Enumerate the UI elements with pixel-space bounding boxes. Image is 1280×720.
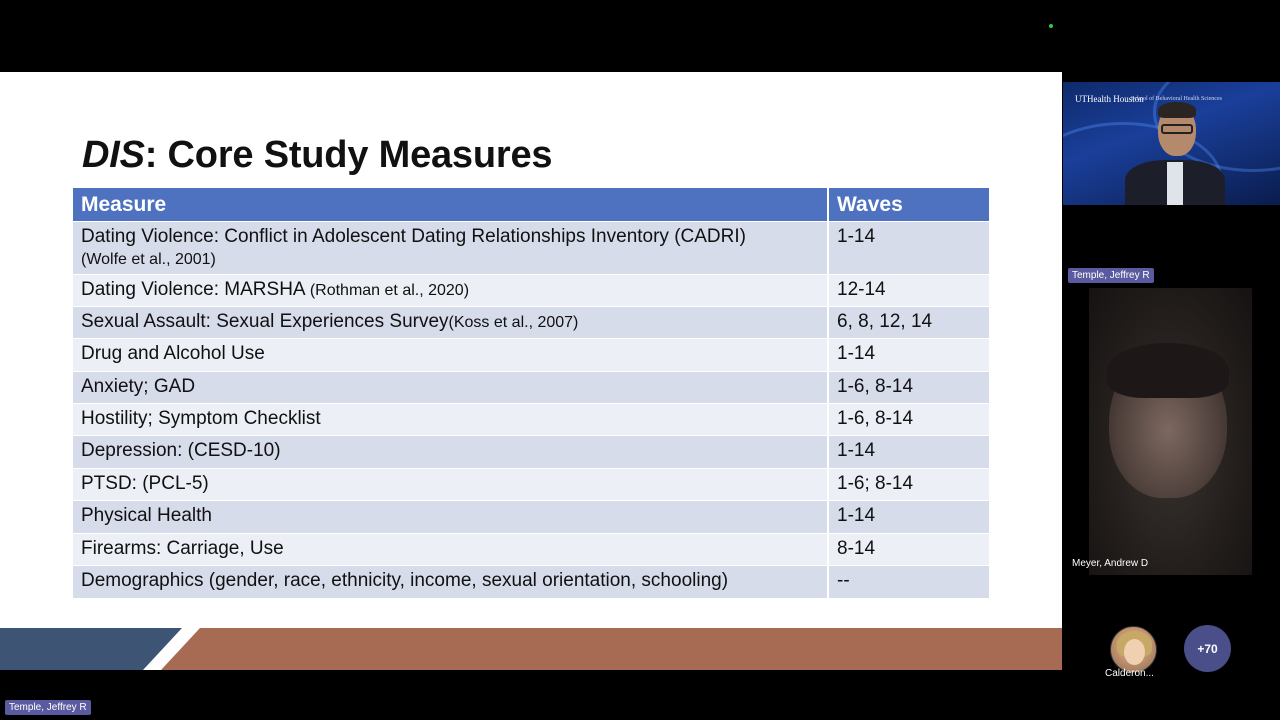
table-row: Sexual Assault: Sexual Experiences Surve… [73,305,989,339]
temple-name-tag: Temple, Jeffrey R [1068,268,1154,283]
header-waves: Waves [828,188,989,221]
cell-waves: 1-6, 8-14 [828,403,989,436]
cell-measure: Firearms: Carriage, Use [73,532,829,566]
measure-text: Dating Violence: MARSHA [81,278,310,300]
cell-measure: Physical Health [73,500,829,534]
table-row: Firearms: Carriage, Use 8-14 [73,532,989,566]
slide-title: DIS: Core Study Measures [82,134,553,177]
table-row: Drug and Alcohol Use 1-14 [73,338,989,372]
measure-text: Sexual Assault: Sexual Experiences Surve… [81,310,449,332]
calderon-name-label: Calderon... [1105,668,1154,679]
cell-waves: 1-6; 8-14 [828,467,989,501]
cell-waves: 1-14 [828,500,989,534]
measure-text: Hostility; Symptom Checklist [81,408,321,430]
measure-citation: (Rothman et al., 2020) [309,281,470,299]
measure-text: Anxiety; GAD [81,375,196,397]
measure-text: Dating Violence: Conflict in Adolescent … [81,225,746,247]
cell-waves: 1-14 [828,435,989,469]
avatar-face [1124,639,1145,665]
table-row: Physical Health 1-14 [73,500,989,534]
measure-citation: (Koss et al., 2007) [448,313,579,331]
measure-text: Depression: (CESD-10) [81,440,281,462]
measure-text: PTSD: (PCL-5) [81,472,209,494]
measure-text: Demographics (gender, race, ethnicity, i… [81,570,729,592]
table-row: Dating Violence: Conflict in Adolescent … [73,220,989,274]
cell-measure: Depression: (CESD-10) [73,435,829,469]
table-row: Dating Violence: MARSHA (Rothman et al.,… [73,273,989,307]
header-measure: Measure [73,188,829,221]
slide-title-italic: DIS [82,134,145,176]
measure-citation: (Wolfe et al., 2001) [81,250,216,268]
cell-waves: 6, 8, 12, 14 [828,305,989,339]
cell-measure: Demographics (gender, race, ethnicity, i… [73,565,829,598]
cell-waves: 1-14 [828,220,989,274]
table-row: Hostility; Symptom Checklist 1-6, 8-14 [73,403,989,436]
meyer-hair [1107,343,1229,398]
more-participants-button[interactable]: +70 [1184,625,1231,672]
screen-share-name-tag: Temple, Jeffrey R [5,700,91,715]
cell-waves: 8-14 [828,532,989,566]
footer-bar-brown [152,628,1062,670]
presenter-video-tile[interactable]: UTHealth Houston School of Behavioral He… [1063,82,1280,205]
presenter-hair [1158,102,1196,118]
measure-text: Drug and Alcohol Use [81,343,265,365]
measure-text: Physical Health [81,505,212,527]
calderon-avatar[interactable] [1110,626,1157,673]
cell-measure: Drug and Alcohol Use [73,338,829,372]
uthealth-logo: UTHealth Houston [1075,94,1144,104]
shared-slide: DIS: Core Study Measures Measure Waves D… [0,72,1062,670]
table-header-row: Measure Waves [73,188,989,221]
cell-measure: Dating Violence: MARSHA (Rothman et al.,… [73,273,829,307]
presenter-shirt [1167,162,1183,205]
slide-title-rest: : Core Study Measures [144,134,553,176]
measures-table: Measure Waves Dating Violence: Conflict … [73,188,989,598]
measure-text: Firearms: Carriage, Use [81,537,284,559]
cell-measure: PTSD: (PCL-5) [73,467,829,501]
cell-waves: -- [828,565,989,598]
cell-waves: 12-14 [828,273,989,307]
measures-table-body: Dating Violence: Conflict in Adolescent … [73,220,989,598]
recording-indicator-icon [1049,24,1053,28]
glasses-icon [1161,124,1193,134]
meyer-name-label: Meyer, Andrew D [1072,558,1149,569]
table-row: Anxiety; GAD 1-6, 8-14 [73,370,989,404]
table-row: Demographics (gender, race, ethnicity, i… [73,565,989,598]
uthealth-logo-sub: School of Behavioral Health Sciences [1131,96,1222,102]
cell-measure: Sexual Assault: Sexual Experiences Surve… [73,305,829,339]
cell-waves: 1-14 [828,338,989,372]
cell-measure: Hostility; Symptom Checklist [73,403,829,436]
cell-measure: Anxiety; GAD [73,370,829,404]
cell-waves: 1-6, 8-14 [828,370,989,404]
table-row: PTSD: (PCL-5) 1-6; 8-14 [73,467,989,501]
cell-measure: Dating Violence: Conflict in Adolescent … [73,220,829,274]
table-row: Depression: (CESD-10) 1-14 [73,435,989,469]
meyer-video-tile[interactable] [1089,288,1252,575]
